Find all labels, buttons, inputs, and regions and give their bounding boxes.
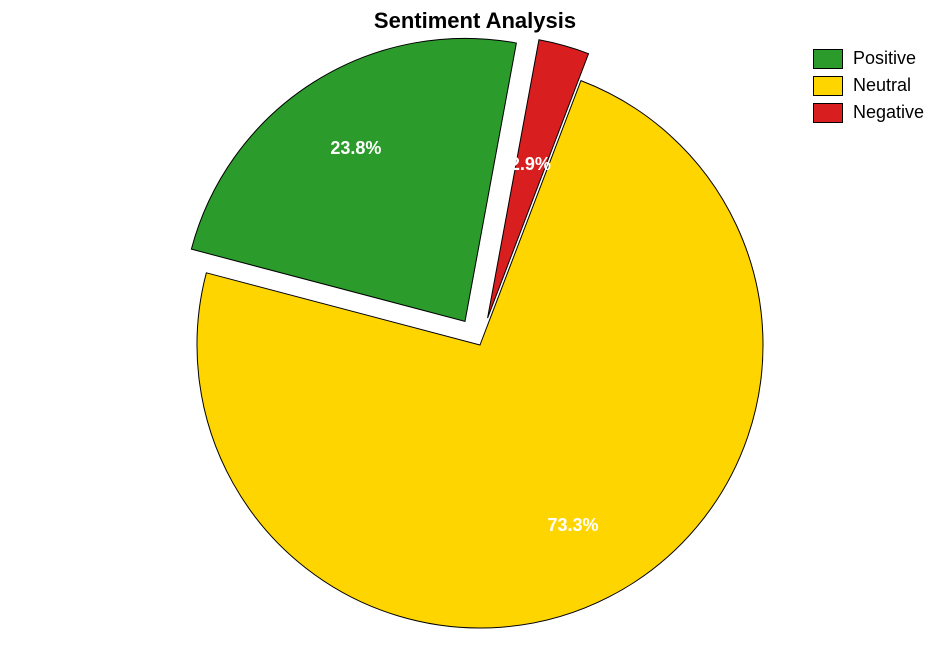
pie-slice-positive [191, 38, 516, 321]
sentiment-pie-chart: Sentiment Analysis 73.3%23.8%2.9% Positi… [0, 0, 950, 662]
legend-label: Negative [853, 102, 924, 123]
legend-item-negative: Negative [813, 102, 924, 123]
slice-label-positive: 23.8% [330, 138, 381, 158]
pie-svg: 73.3% 23.8% 2.9% [0, 0, 950, 662]
legend-label: Neutral [853, 75, 911, 96]
legend-swatch [813, 76, 843, 96]
legend-swatch [813, 103, 843, 123]
legend-item-neutral: Neutral [813, 75, 924, 96]
legend-label: Positive [853, 48, 916, 69]
legend-swatch [813, 49, 843, 69]
slice-label-negative: 2.9% [510, 154, 551, 174]
slice-label-neutral: 73.3% [547, 515, 598, 535]
legend: Positive Neutral Negative [813, 48, 924, 129]
legend-item-positive: Positive [813, 48, 924, 69]
